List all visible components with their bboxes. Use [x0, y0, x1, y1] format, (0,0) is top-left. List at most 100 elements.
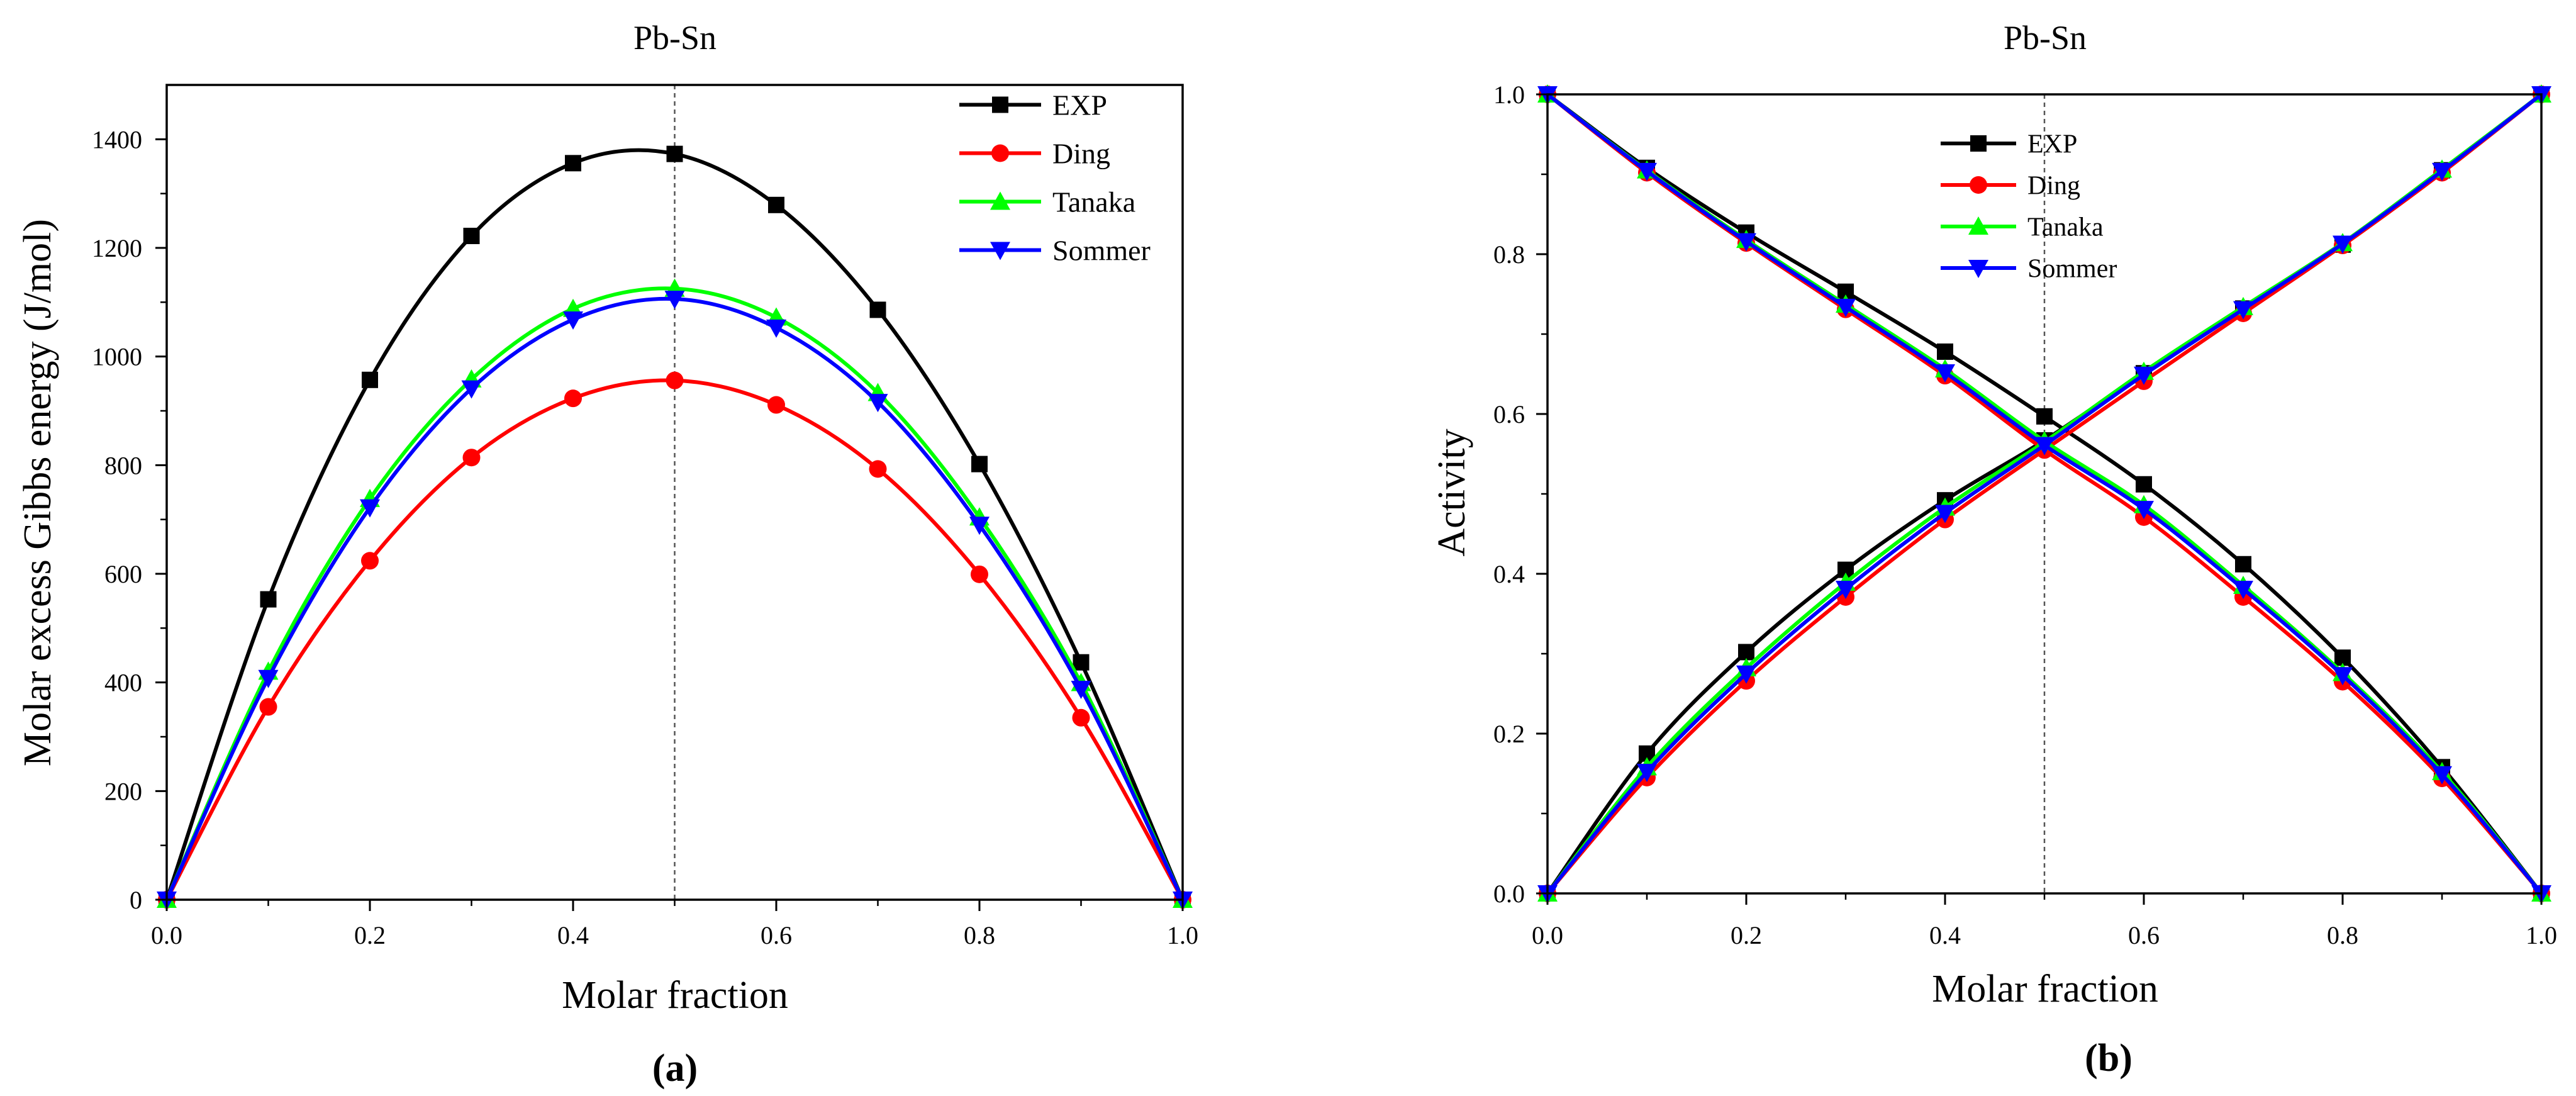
y-tick-label: 1200: [92, 234, 142, 262]
series-line: [1546, 92, 2543, 895]
panel-label: (b): [2085, 1037, 2133, 1080]
data-point: [260, 591, 277, 608]
series-line: [1546, 92, 2543, 895]
data-point: [2136, 476, 2152, 493]
y-tick-label: 0.2: [1493, 720, 1525, 748]
panel-a: Pb-Sn Molar fraction Molar excess Gibbs …: [16, 19, 1198, 1090]
legend-label: Ding: [1052, 138, 1110, 170]
data-point: [1072, 708, 1090, 727]
data-point: [971, 565, 988, 583]
data-point: [2233, 301, 2253, 320]
series-exp: [159, 145, 1191, 908]
data-point: [971, 456, 988, 473]
data-point: [2333, 235, 2353, 254]
legend: EXP Ding Tanaka Sommer: [959, 89, 1151, 267]
data-point: [869, 301, 886, 318]
x-tick-label: 0.4: [557, 921, 589, 949]
data-point: [463, 228, 480, 245]
axes-layer: 0.0 0.2 0.4 0.6 0.8 1.0 0.0 0.2 0.4 0.6 0.8 1.0: [1493, 81, 2557, 949]
data-point: [1935, 505, 1955, 523]
legend-label: EXP: [2027, 130, 2077, 159]
data-point: [360, 499, 380, 518]
data-point: [2134, 366, 2154, 385]
legend-label: Ding: [2027, 172, 2080, 201]
legend-item-ding: Ding: [959, 138, 1110, 170]
legend-item-exp: EXP: [1941, 130, 2077, 159]
series-layer: [157, 145, 1193, 910]
x-tick-label: 0.0: [1532, 921, 1563, 949]
data-point: [2233, 581, 2253, 600]
data-point: [259, 698, 277, 716]
data-point: [1637, 162, 1657, 181]
data-point: [2432, 162, 2452, 181]
data-point: [1736, 665, 1756, 684]
data-point: [2034, 437, 2055, 456]
x-tick-label: 0.0: [151, 921, 182, 949]
data-point: [768, 196, 784, 213]
legend-marker: [990, 242, 1010, 260]
series-ding: [158, 371, 1191, 909]
legend-marker: [991, 144, 1009, 162]
data-point: [563, 311, 583, 330]
data-point: [867, 394, 888, 413]
chart-title: Pb-Sn: [633, 19, 716, 57]
series-ding: [1539, 86, 2550, 902]
legend-marker: [990, 191, 1010, 210]
data-point: [1736, 233, 1756, 252]
y-tick-label: 400: [104, 669, 142, 697]
x-tick-label: 1.0: [2526, 921, 2557, 949]
series-line: [1546, 92, 2543, 895]
data-point: [2134, 501, 2154, 520]
axes-layer: 0.0 0.2 0.4 0.6 0.8 1.0 0 200 400 600 800 1000 1200 1…: [92, 84, 1198, 949]
y-tick-label: 200: [104, 777, 142, 805]
legend-marker: [1970, 176, 1987, 194]
legend-item-sommer: Sommer: [959, 235, 1151, 267]
data-point: [1637, 763, 1657, 782]
legend-item-ding: Ding: [1941, 172, 2080, 201]
plot-frame: [165, 84, 1184, 901]
legend-label: Sommer: [1052, 235, 1151, 267]
data-point: [2036, 408, 2053, 425]
data-point: [969, 517, 990, 535]
x-tick-label: 0.8: [964, 921, 995, 949]
y-axis-label: Molar excess Gibbs energy (J/mol): [16, 219, 59, 766]
y-tick-label: 800: [104, 451, 142, 479]
legend: EXP Ding Tanaka Sommer: [1941, 130, 2117, 284]
data-point: [361, 552, 379, 570]
data-point: [666, 145, 683, 162]
data-point: [565, 155, 581, 172]
data-point: [1836, 581, 1856, 600]
x-tick-label: 1.0: [1167, 921, 1198, 949]
legend-marker: [1970, 135, 1987, 152]
x-axis-label: Molar fraction: [562, 974, 788, 1017]
data-point: [564, 389, 582, 408]
data-point: [462, 449, 481, 467]
y-tick-label: 0.0: [1493, 880, 1525, 908]
legend-item-tanaka: Tanaka: [959, 186, 1135, 218]
legend-label: Sommer: [2027, 255, 2117, 284]
legend-item-exp: EXP: [959, 89, 1107, 121]
x-tick-label: 0.6: [2128, 921, 2160, 949]
x-tick-label: 0.4: [1929, 921, 1961, 949]
series-line: [165, 148, 1185, 901]
data-point: [666, 371, 684, 389]
series-sommer: [1537, 86, 2551, 903]
series-exp: [1539, 86, 2550, 902]
legend-label: EXP: [1052, 89, 1107, 121]
legend-item-sommer: Sommer: [1941, 255, 2117, 284]
y-tick-label: 0.6: [1493, 400, 1525, 428]
x-tick-label: 0.8: [2327, 921, 2358, 949]
y-tick-label: 0.4: [1493, 560, 1525, 588]
data-point: [1073, 654, 1090, 671]
x-tick-label: 0.6: [761, 921, 792, 949]
x-tick-label: 0.2: [354, 921, 386, 949]
data-point: [766, 319, 786, 338]
legend-item-tanaka: Tanaka: [1941, 213, 2104, 242]
data-point: [1071, 681, 1091, 700]
y-tick-label: 1000: [92, 343, 142, 371]
data-point: [767, 396, 785, 414]
legend-marker: [1968, 216, 1988, 235]
legend-label: Tanaka: [1052, 186, 1135, 218]
x-axis-label: Molar fraction: [1932, 968, 2158, 1010]
